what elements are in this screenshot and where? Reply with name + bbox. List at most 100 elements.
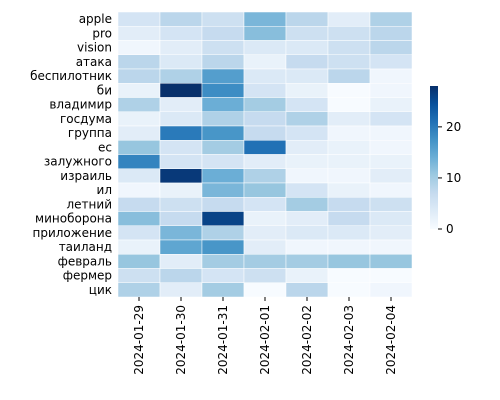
heatmap-cell [327,211,371,226]
colorbar-tick-label: 0 [446,222,454,236]
heatmap-cell [369,83,413,98]
heatmap-cell [243,239,287,255]
heatmap-cell [201,254,245,269]
heatmap-cell [243,54,287,70]
heatmap-cell [159,239,203,255]
heatmap-cell [369,125,413,141]
y-tick-label: февраль [58,254,112,268]
heatmap-cell [243,40,287,55]
heatmap-cell [159,154,203,169]
heatmap-cell [327,282,371,298]
heatmap-cell [285,282,329,298]
heatmap-cell [327,239,371,255]
heatmap-cell [243,268,287,283]
heatmap-cell [159,11,203,27]
heatmap-cell [285,111,329,127]
heatmap-cell [159,140,203,155]
heatmap-cell [369,68,413,84]
heatmap-cell [201,182,245,198]
heatmap-cell [285,26,329,41]
heatmap-cell [369,197,413,212]
heatmap-cell [117,97,161,112]
heatmap-cell [285,239,329,255]
heatmap-cell [117,11,161,27]
heatmap-cell [369,111,413,127]
colorbar [430,86,438,229]
heatmap-cell [327,68,371,84]
heatmap-cell [117,154,161,169]
heatmap-cell [201,154,245,169]
heatmap-cell [159,197,203,212]
heatmap-cell [159,111,203,127]
y-tick-label: залужного [44,155,112,169]
heatmap-cell [369,254,413,269]
heatmap-cell [327,197,371,212]
heatmap-cell [285,197,329,212]
heatmap-cell [327,125,371,141]
heatmap-cell [201,11,245,27]
heatmap-cell [285,168,329,184]
heatmap-cell [159,125,203,141]
heatmap-cell [327,83,371,98]
heatmap-cell [201,125,245,141]
heatmap-cell [285,11,329,27]
heatmap-cell [117,168,161,184]
heatmap-cell [285,182,329,198]
heatmap-cell [159,26,203,41]
heatmap-cell [327,40,371,55]
heatmap-cell [201,282,245,298]
heatmap-cell [369,26,413,41]
x-tick-label: 2024-01-31 [216,305,230,375]
x-tick-label: 2024-01-29 [132,305,146,375]
heatmap-cell [159,225,203,241]
heatmap-cell [285,40,329,55]
heatmap-cell [285,268,329,283]
heatmap-cell [243,111,287,127]
x-tick-label: 2024-02-02 [300,305,314,375]
heatmap-cell [117,282,161,298]
heatmap-cell [369,268,413,283]
y-tick-label: vision [77,41,112,55]
y-tick-label: ес [98,140,112,154]
heatmap-cell [327,54,371,70]
heatmap-cell [117,140,161,155]
heatmap-cell [201,54,245,70]
heatmap-cell [201,26,245,41]
heatmap-cell [159,83,203,98]
heatmap-cell [327,111,371,127]
heatmap-cell [159,97,203,112]
x-tick-label: 2024-02-04 [384,305,398,375]
heatmap-cell [201,111,245,127]
heatmap-cell [159,182,203,198]
heatmap-cell [369,40,413,55]
heatmap-cell [117,68,161,84]
heatmap-cell [159,282,203,298]
heatmap-cell [327,154,371,169]
y-tick-label: цик [89,283,112,297]
heatmap-cell [201,211,245,226]
y-tick-label: атака [76,55,112,69]
y-tick-label: миноборона [35,212,112,226]
heatmap-cell [369,211,413,226]
heatmap-cell [201,40,245,55]
heatmap-cell [117,225,161,241]
heatmap-cell [243,26,287,41]
heatmap-cell [243,168,287,184]
heatmap-cell [285,211,329,226]
heatmap-cell [117,268,161,283]
y-tick-label: ил [97,183,112,197]
y-tick-label: беспилотник [30,69,112,83]
heatmap-cell [327,268,371,283]
y-tick-label: приложение [33,226,113,240]
heatmap-cell [285,125,329,141]
heatmap-cell [201,168,245,184]
heatmap-cell [243,211,287,226]
heatmap-cell [243,154,287,169]
heatmap-cell [201,83,245,98]
heatmap-cell [201,97,245,112]
heatmap-cell [201,225,245,241]
heatmap-cell [201,268,245,283]
y-tick-label: би [97,83,112,97]
heatmap-cell [243,254,287,269]
heatmap-cell [117,182,161,198]
